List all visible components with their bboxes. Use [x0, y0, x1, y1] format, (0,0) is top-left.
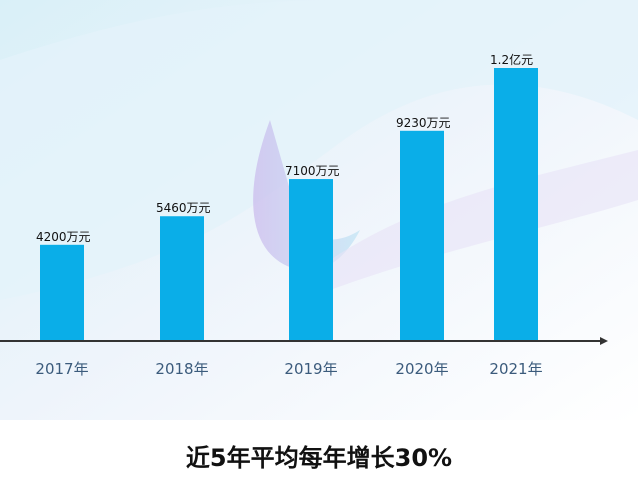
bar-2021年	[494, 68, 538, 340]
bar-2019年	[289, 179, 333, 340]
x-tick-label: 2021年	[489, 360, 542, 378]
x-axis-arrow	[600, 337, 608, 345]
x-tick-label: 2017年	[35, 360, 88, 378]
bar-2018年	[160, 216, 204, 340]
chart-title: 近5年平均每年增长30%	[185, 444, 453, 472]
bar-2017年	[40, 244, 84, 340]
data-label: 7100万元	[285, 164, 340, 178]
data-label: 4200万元	[36, 230, 91, 244]
bar-2020年	[400, 130, 444, 340]
x-tick-label: 2020年	[395, 360, 448, 378]
data-label: 9230万元	[396, 116, 451, 130]
data-label: 5460万元	[156, 201, 211, 215]
x-tick-label: 2018年	[155, 360, 208, 378]
data-label: 1.2亿元	[490, 52, 533, 67]
x-tick-label: 2019年	[284, 360, 337, 378]
